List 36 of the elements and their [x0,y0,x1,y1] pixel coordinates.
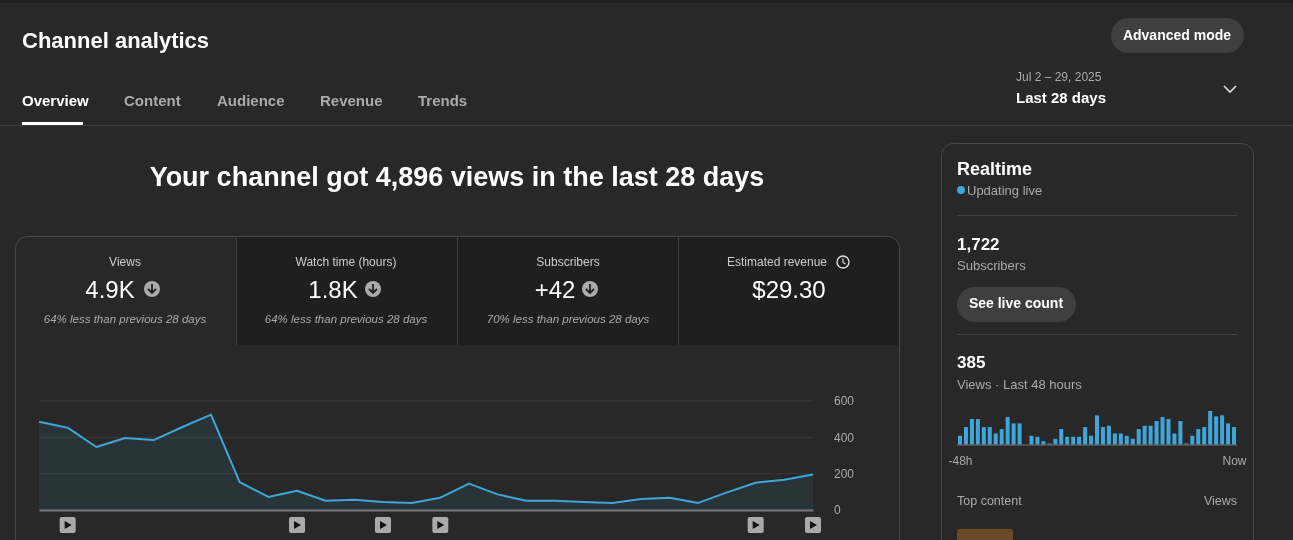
x-tick-label: -48h [948,454,973,469]
text: Views [109,255,141,269]
text: 70% less than previous 28 days [486,313,650,325]
text: Watch time (hours) [295,255,397,269]
text: Realtime [957,159,1033,179]
text: Views [1203,494,1237,508]
text: Advanced mode [1122,27,1232,43]
text: Channel analytics [22,28,210,53]
text: 1.8K [308,276,358,303]
y-tick-label: 600 [834,394,855,409]
text: 4.9K [85,276,135,303]
text: Audience [217,92,285,109]
text: 385 [957,353,986,372]
text: Content [124,92,181,109]
text: See live count [968,295,1064,311]
text: 64% less than previous 28 days [264,313,428,325]
text: Trends [418,92,468,109]
text: Estimated revenue [726,255,828,269]
text: Views · Last 48 hours [957,377,1083,392]
text: Revenue [320,92,383,109]
text: Last 28 days [1016,89,1107,106]
chart-title: Your channel got 4,896 views in the last 28 days [149,162,765,192]
text: Subscribers [536,255,600,269]
x-tick-label: Now [1222,454,1247,469]
text: Overview [22,92,90,109]
y-tick-label: 400 [834,430,855,445]
y-tick-label: 200 [834,467,855,482]
text: $29.30 [752,276,826,303]
text: Subscribers [957,258,1027,273]
text: 1,722 [957,235,1000,254]
text: Updating live [967,183,1043,198]
text: 64% less than previous 28 days [43,313,207,325]
text: Top content [957,494,1023,508]
text: Jul 2 – 29, 2025 [1016,70,1102,84]
text: +42 [534,276,576,303]
y-tick-label: 0 [834,503,841,518]
